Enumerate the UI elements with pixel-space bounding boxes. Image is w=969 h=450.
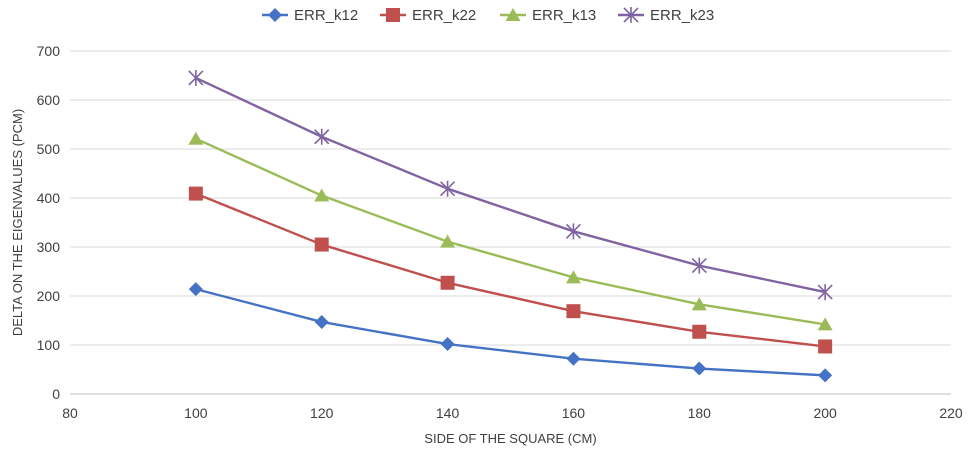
data-point (818, 339, 833, 354)
x-tick-label: 160 (562, 405, 586, 421)
data-point (188, 282, 203, 297)
series-line (195, 76, 826, 294)
data-point (691, 257, 707, 274)
x-tick-label: 180 (688, 405, 712, 421)
legend-item: ERR_k12 (262, 7, 358, 24)
y-tick-label: 200 (37, 288, 61, 304)
data-point (566, 351, 581, 366)
y-tick-label: 600 (37, 92, 61, 108)
data-point (566, 304, 581, 319)
series-err-k23 (188, 69, 833, 301)
legend-marker (505, 8, 521, 21)
y-tick-label: 100 (37, 337, 61, 353)
y-axis-title: DELTA ON THE EIGENVALUES (PCM) (10, 109, 25, 336)
legend-item: ERR_k23 (618, 7, 714, 24)
x-tick-label: 100 (184, 405, 208, 421)
data-point (440, 337, 455, 352)
y-tick-label: 500 (37, 141, 61, 157)
data-point (440, 275, 455, 290)
y-tick-label: 0 (52, 386, 60, 402)
data-point (440, 180, 456, 197)
y-tick-label: 700 (37, 43, 61, 59)
data-point (817, 284, 833, 301)
legend-marker (268, 8, 282, 22)
series-line (195, 287, 826, 377)
y-tick-label: 400 (37, 190, 61, 206)
series-group (188, 69, 833, 383)
data-point (188, 186, 203, 201)
x-tick-label: 80 (62, 405, 78, 421)
legend-item: ERR_k13 (500, 7, 596, 24)
series-err-k12 (188, 282, 833, 383)
legend-item: ERR_k22 (380, 7, 476, 24)
legend-label: ERR_k13 (532, 7, 596, 24)
x-tick-label: 140 (436, 405, 460, 421)
series-err-k22 (188, 186, 833, 354)
x-axis-title: SIDE OF THE SQUARE (CM) (424, 431, 596, 446)
data-point (818, 368, 833, 383)
data-point (817, 317, 833, 331)
legend-label: ERR_k23 (650, 7, 714, 24)
x-tick-label: 200 (813, 405, 837, 421)
x-tick-label: 120 (310, 405, 334, 421)
data-point (691, 297, 707, 311)
series-line (195, 192, 826, 348)
data-point (314, 128, 330, 145)
data-point (565, 270, 581, 284)
data-point (440, 234, 456, 248)
y-tick-label: 300 (37, 239, 61, 255)
legend-label: ERR_k12 (294, 7, 358, 24)
data-point (314, 188, 330, 202)
series-err-k13 (188, 131, 833, 331)
series-line (195, 137, 826, 326)
data-point (314, 314, 329, 329)
legend-label: ERR_k22 (412, 7, 476, 24)
data-point (188, 131, 204, 145)
legend-marker (623, 7, 639, 23)
data-point (692, 361, 707, 376)
legend: ERR_k12 ERR_k22 ERR_k13 ERR_k23 (262, 7, 714, 24)
data-point (188, 69, 204, 86)
x-tick-label: 220 (939, 405, 963, 421)
data-point (565, 223, 581, 240)
data-point (692, 324, 707, 339)
axes: 0 100 200 300 400 500 600 700 80 100 120 140 160 180 2… (37, 43, 963, 421)
legend-marker (386, 8, 400, 22)
data-point (314, 237, 329, 252)
